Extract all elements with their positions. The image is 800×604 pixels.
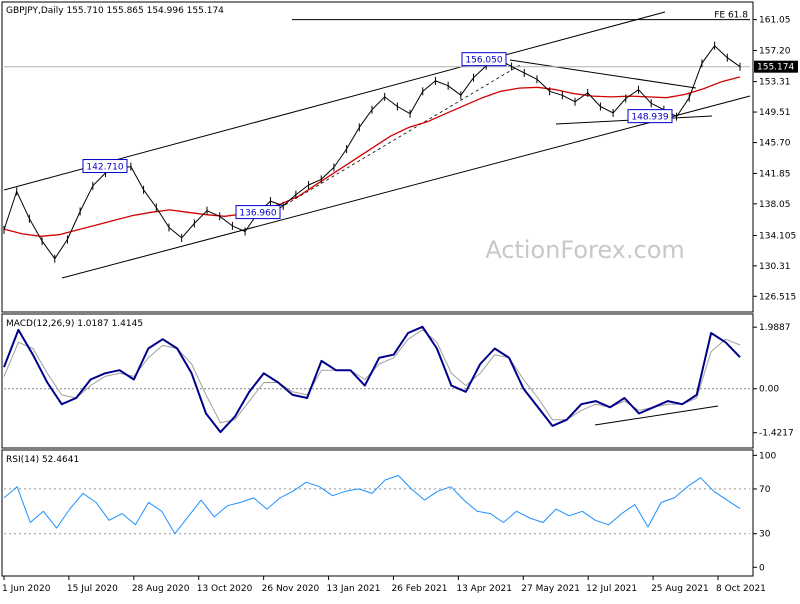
x-tick-label: 1 Jun 2020 bbox=[2, 584, 51, 594]
moving-average-line bbox=[3, 76, 741, 237]
macd-label: MACD(12,26,9) 1.0187 1.4145 bbox=[6, 319, 143, 329]
price-annotation-label: 156.050 bbox=[465, 56, 502, 66]
x-tick-label: 25 Aug 2021 bbox=[651, 584, 709, 594]
current-price-tag-label: 155.174 bbox=[757, 63, 794, 73]
macd-layer bbox=[3, 325, 750, 434]
price-y-tick-label: 145.70 bbox=[759, 139, 791, 149]
price-y-tick-label: 161.05 bbox=[759, 16, 791, 26]
rsi-label: RSI(14) 52.4641 bbox=[6, 455, 79, 465]
x-tick-label: 12 Jul 2021 bbox=[586, 584, 637, 594]
price-layer: FE 61.8 142.710 136.960 156.050 148.939 bbox=[3, 11, 751, 279]
fe-level-label: FE 61.8 bbox=[714, 11, 748, 21]
macd-trend-line bbox=[594, 405, 719, 426]
panel-frames bbox=[1, 1, 754, 577]
axis-layer: 161.05 157.20 153.31 149.51 145.70 141.85 138.… bbox=[2, 16, 798, 594]
x-tick-label: 26 Nov 2020 bbox=[262, 584, 320, 594]
channel-lower-line bbox=[61, 95, 751, 279]
macd-y-tick-label: 1.9887 bbox=[759, 323, 791, 333]
macd-y-tick-label: 0.00 bbox=[759, 385, 779, 395]
price-y-tick-label: 153.31 bbox=[759, 78, 791, 88]
x-tick-label: 13 Oct 2020 bbox=[197, 584, 253, 594]
price-y-tick-label: 126.515 bbox=[759, 292, 796, 302]
price-annotation-label: 142.710 bbox=[86, 163, 123, 173]
current-price-tag bbox=[754, 60, 798, 73]
x-tick-label: 13 Apr 2021 bbox=[456, 584, 512, 594]
x-tick-label: 13 Jan 2021 bbox=[327, 584, 381, 594]
x-tick-label: 28 Aug 2020 bbox=[132, 584, 190, 594]
price-y-tick-label: 134.105 bbox=[759, 231, 796, 241]
price-annotation-label: 136.960 bbox=[239, 209, 276, 219]
rsi-line bbox=[3, 475, 741, 535]
macd-panel-frame bbox=[1, 313, 754, 449]
x-tick-label: 15 Jul 2020 bbox=[67, 584, 118, 594]
price-annotation-label: 148.939 bbox=[631, 113, 668, 123]
watermark: ActionForex.com bbox=[485, 236, 685, 264]
price-annotation-box bbox=[461, 52, 507, 67]
rsi-y-tick-label: 100 bbox=[759, 451, 776, 461]
x-tick-label: 27 May 2021 bbox=[521, 584, 580, 594]
rsi-layer bbox=[3, 475, 750, 535]
macd-y-tick-label: -1.4217 bbox=[759, 429, 794, 439]
price-y-tick-label: 149.51 bbox=[759, 108, 791, 118]
macd-line bbox=[3, 325, 741, 434]
price-panel-frame bbox=[1, 1, 754, 313]
x-tick-label: 26 Feb 2021 bbox=[391, 584, 447, 594]
price-annotation-box bbox=[235, 205, 281, 220]
chart-title: GBPJPY,Daily 155.710 155.865 154.996 155… bbox=[6, 6, 224, 16]
price-y-tick-label: 130.31 bbox=[759, 262, 791, 272]
rsi-panel-frame bbox=[1, 449, 754, 577]
price-annotation-box bbox=[82, 159, 128, 174]
price-y-tick-label: 141.85 bbox=[759, 169, 791, 179]
rsi-y-tick-label: 0 bbox=[759, 563, 765, 573]
rsi-y-tick-label: 30 bbox=[759, 530, 771, 540]
dashed-trend-line bbox=[279, 64, 521, 209]
price-y-tick-label: 138.05 bbox=[759, 200, 791, 210]
price-y-tick-label: 157.20 bbox=[759, 46, 791, 56]
triangle-upper-line bbox=[509, 59, 697, 89]
x-tick-label: 8 Oct 2021 bbox=[716, 584, 766, 594]
rsi-y-tick-label: 70 bbox=[759, 485, 771, 495]
price-annotation-box bbox=[627, 109, 673, 124]
